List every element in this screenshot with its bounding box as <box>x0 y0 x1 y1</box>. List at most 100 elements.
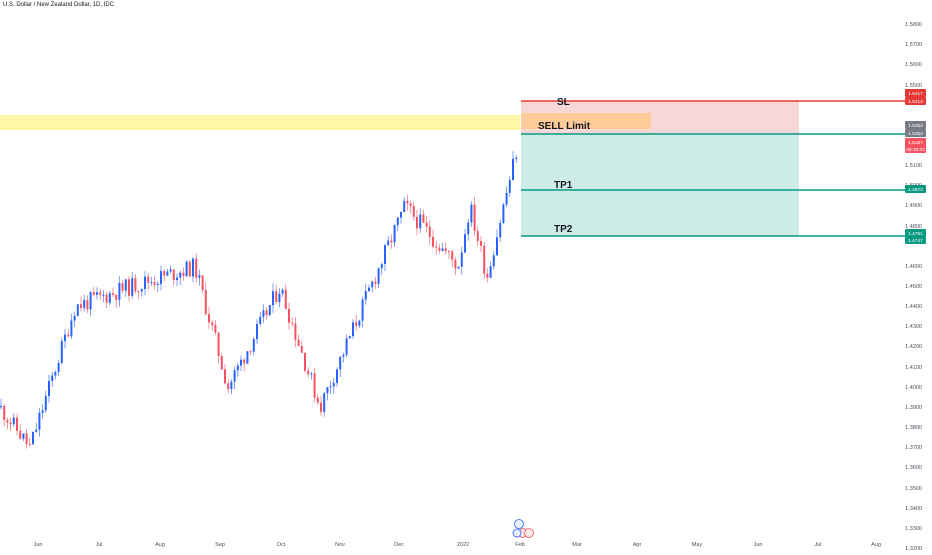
tp2-label: TP2 <box>554 224 573 235</box>
candle-body <box>102 294 105 296</box>
candle-body <box>339 356 342 370</box>
candle-body <box>108 293 111 303</box>
candle-body <box>470 204 473 223</box>
candle-body <box>144 276 146 289</box>
candle-body <box>310 373 313 375</box>
event-flags-icon[interactable] <box>512 519 534 538</box>
candle-body <box>48 381 50 397</box>
candle-body <box>464 234 466 253</box>
price-badge-bg <box>905 236 926 244</box>
price-tick-label: 1.3700 <box>905 445 922 451</box>
candle-body <box>499 222 502 238</box>
candle-body <box>28 443 31 445</box>
time-axis[interactable]: Jun Jul Aug Sep Oct Nov Dec 2022 Feb Mar Apr May Jun… <box>34 542 881 548</box>
candle-body <box>83 300 86 308</box>
candle-body <box>368 287 370 292</box>
candles-group <box>0 151 518 449</box>
candle-body <box>326 387 329 394</box>
candle-body <box>118 283 121 300</box>
candle-body <box>448 251 450 253</box>
candle-body <box>348 336 351 339</box>
candle-body <box>252 339 255 352</box>
price-badge: 1.4973 <box>908 187 923 193</box>
candle-body <box>249 351 252 353</box>
candle-body <box>275 291 278 302</box>
candle-body <box>505 192 508 205</box>
candle-body <box>131 278 134 296</box>
candle-body <box>44 396 47 411</box>
candle-body <box>0 405 2 408</box>
candle-body <box>57 363 60 372</box>
candle-body <box>380 264 383 269</box>
candle-body <box>156 283 159 285</box>
candle-body <box>179 272 182 278</box>
resistance-zone[interactable] <box>0 115 520 130</box>
sl-label: SL <box>557 97 570 108</box>
candle-body <box>41 410 44 413</box>
candle-body <box>51 375 54 381</box>
candle-body <box>473 204 476 231</box>
time-tick-label: Jun <box>34 542 43 548</box>
candle-body <box>259 316 262 324</box>
candle-body <box>86 300 89 310</box>
tp1-label: TP1 <box>554 180 573 191</box>
candle-body <box>508 180 511 193</box>
price-badge: 1.4751 <box>908 231 923 237</box>
time-tick-label: Mar <box>572 542 582 548</box>
candle-body <box>384 245 386 264</box>
candle-body <box>76 304 79 316</box>
candle-body <box>393 225 396 243</box>
candle-body <box>217 332 220 357</box>
candle-body <box>80 304 82 308</box>
entry-marker[interactable] <box>521 113 651 129</box>
candle-body <box>3 405 6 420</box>
candle-body <box>332 382 335 387</box>
price-tick-label: 1.4400 <box>905 304 922 310</box>
candle-body <box>211 322 214 325</box>
candle-body <box>92 292 95 295</box>
candle-body <box>515 157 518 159</box>
candle-body <box>284 289 287 309</box>
price-tick-label: 1.4000 <box>905 385 922 391</box>
price-tick-label: 1.3300 <box>905 526 922 532</box>
time-tick-label: Aug <box>155 542 165 548</box>
price-badge: 08:18:02 <box>906 147 925 153</box>
candle-body <box>163 271 166 276</box>
candle-body <box>444 248 447 252</box>
price-tick-label: 1.4100 <box>905 365 922 371</box>
candle-body <box>147 276 150 283</box>
price-badge: 1.5413 <box>908 99 923 105</box>
price-tick-label: 1.4300 <box>905 324 922 330</box>
sell-limit-label: SELL Limit <box>538 121 591 132</box>
price-badge-bg <box>905 121 926 129</box>
candle-body <box>438 247 441 251</box>
candle-body <box>403 200 406 212</box>
candle-body <box>329 386 332 388</box>
candle-body <box>19 430 22 439</box>
candle-body <box>387 240 390 246</box>
candle-body <box>22 433 25 439</box>
candle-body <box>390 240 393 243</box>
candle-body <box>230 381 233 390</box>
price-tick-label: 1.3400 <box>905 506 922 512</box>
time-tick-label: Dec <box>394 542 404 548</box>
candle-body <box>345 338 348 355</box>
price-badge: 1.5417 <box>908 91 923 97</box>
candle-body <box>425 222 428 227</box>
candle-body <box>294 323 297 340</box>
time-tick-label: Jul <box>95 542 102 548</box>
price-badge-bg <box>905 97 926 105</box>
candle-body <box>227 383 230 390</box>
candle-body <box>278 293 281 302</box>
candle-body <box>377 268 380 284</box>
candle-body <box>371 281 374 288</box>
candle-body <box>188 261 191 277</box>
take-profit-zone[interactable] <box>521 134 799 236</box>
candle-body <box>342 354 345 357</box>
candle-body <box>124 279 127 291</box>
candle-body <box>502 204 505 223</box>
candle-body <box>419 214 422 229</box>
